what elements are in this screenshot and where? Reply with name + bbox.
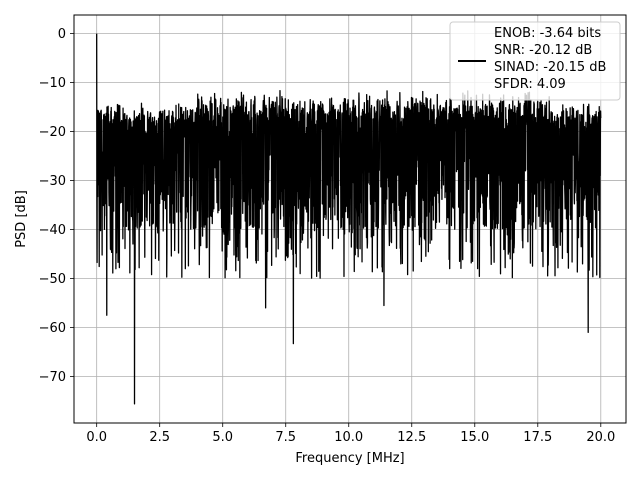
x-tick-label: 0.0	[86, 430, 107, 445]
y-tick-label: −60	[39, 321, 66, 336]
y-tick-label: 0	[58, 27, 66, 42]
y-tick-label: −10	[39, 76, 66, 91]
psd-series-line	[96, 33, 602, 405]
x-tick-label: 5.0	[212, 430, 233, 445]
legend: ENOB: -3.64 bits SNR: -20.12 dB SINAD: -20…	[449, 21, 621, 101]
y-tick-label: −40	[39, 223, 66, 238]
x-axis-label: Frequency [MHz]	[295, 451, 404, 466]
x-tick-label: 7.5	[275, 430, 296, 445]
legend-line: ENOB: -3.64 bits	[494, 26, 601, 41]
y-tick-label: −70	[39, 370, 66, 385]
x-tick-label: 15.0	[460, 430, 489, 445]
x-tick-label: 12.5	[397, 430, 426, 445]
y-tick-label: −20	[39, 125, 66, 140]
x-tick-label: 10.0	[334, 430, 363, 445]
y-tick-label: −50	[39, 272, 66, 287]
legend-line: SINAD: -20.15 dB	[494, 60, 606, 75]
series-line	[96, 33, 602, 405]
x-axis-ticks: 0.0 2.5 5.0 7.5 10.0 12.5 15.0 17.5 20.0	[86, 423, 615, 445]
plot-frame	[73, 14, 627, 424]
legend-box	[449, 21, 621, 101]
x-tick-label: 20.0	[586, 430, 615, 445]
y-axis-ticks: 0 −10 −20 −30 −40 −50 −60 −70	[39, 27, 74, 385]
x-tick-label: 2.5	[149, 430, 170, 445]
y-axis-label: PSD [dB]	[14, 190, 29, 248]
y-tick-label: −30	[39, 174, 66, 189]
legend-line: SNR: -20.12 dB	[494, 43, 592, 58]
legend-line: SFDR: 4.09	[494, 77, 566, 92]
x-tick-label: 17.5	[523, 430, 552, 445]
legend-entry: ENOB: -3.64 bits SNR: -20.12 dB SINAD: -20…	[494, 26, 606, 92]
